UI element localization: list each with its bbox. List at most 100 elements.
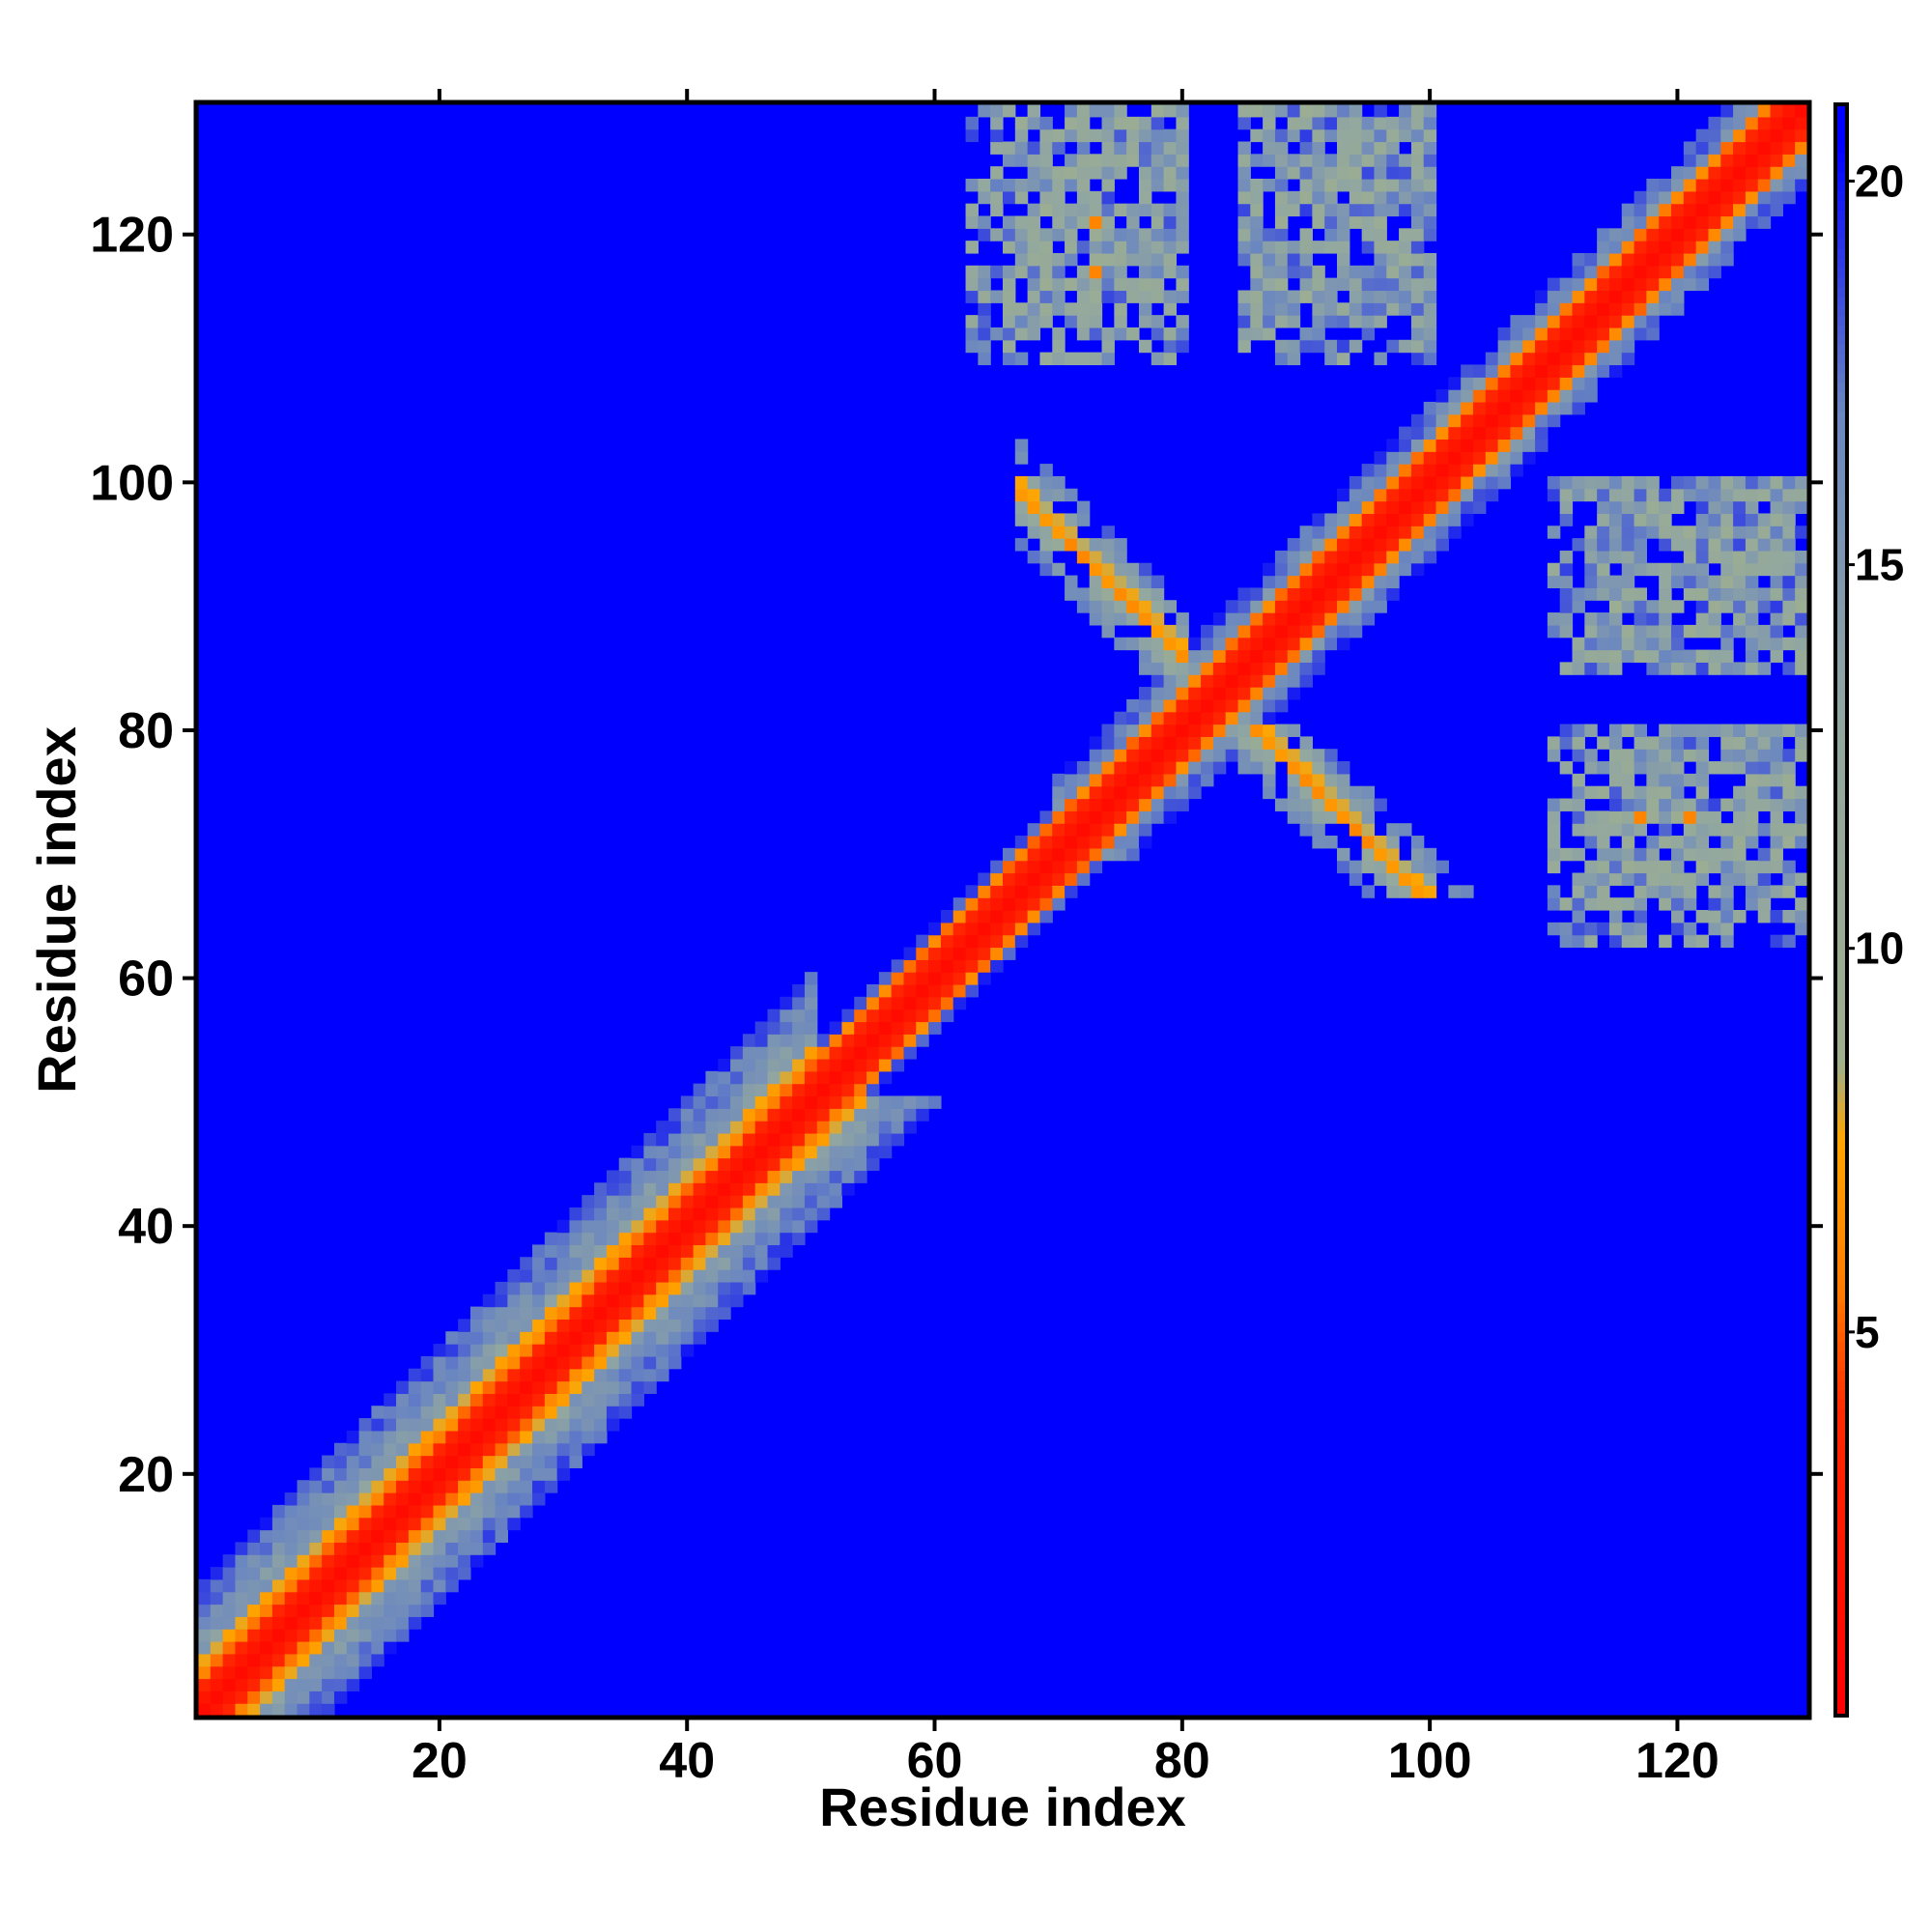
heatmap-cell [1770,116,1783,130]
heatmap-cell [1312,215,1325,229]
heatmap-cell [284,1554,298,1568]
heatmap-cell [309,1517,323,1531]
heatmap-cell [1695,587,1710,601]
heatmap-cell [1225,649,1239,663]
heatmap-cell [680,1108,695,1122]
heatmap-cell [754,1232,769,1246]
heatmap-cell [1634,810,1647,824]
heatmap-cell [260,1653,273,1667]
heatmap-cell [433,1430,446,1444]
heatmap-cell [1770,637,1783,651]
heatmap-cell [482,1529,497,1543]
heatmap-cell [792,1132,806,1147]
heatmap-cell [1708,847,1721,862]
heatmap-cell [1027,265,1041,279]
heatmap-cell [1076,203,1091,217]
heatmap-cell [903,1034,917,1047]
colorbar-segment [1835,132,1847,144]
heatmap-cell [1608,910,1623,923]
heatmap-cell [1188,637,1202,651]
heatmap-cell [1337,154,1350,167]
heatmap-cell [1337,339,1350,354]
heatmap-cell [680,1182,695,1196]
heatmap-cell [396,1480,410,1493]
heatmap-cell [371,1591,384,1605]
heatmap-cell [1621,513,1635,526]
heatmap-cell [1399,475,1412,490]
heatmap-cell [1621,538,1635,552]
heatmap-cell [1151,711,1165,725]
heatmap-cell [1733,575,1747,588]
heatmap-cell [1695,785,1710,800]
heatmap-cell [1101,104,1115,118]
heatmap-cell [1720,910,1734,923]
heatmap-cell [668,1157,682,1172]
heatmap-cell [1423,327,1437,341]
heatmap-cell [222,1591,237,1605]
heatmap-cell [1572,277,1585,292]
heatmap-cell [1163,810,1178,824]
heatmap-cell [1423,302,1437,316]
heatmap-cell [718,1281,731,1295]
heatmap-cell [1299,810,1313,824]
heatmap-cell [1695,600,1710,613]
colorbar-segment [1835,391,1847,403]
heatmap-cell [1621,847,1635,862]
heatmap-cell [1076,327,1091,341]
heatmap-cell [1671,290,1685,303]
heatmap-cell [656,1195,669,1208]
heatmap-cell [1720,178,1734,192]
heatmap-cell [1782,860,1796,874]
heatmap-cell [1337,116,1350,130]
heatmap-cell [816,1034,831,1047]
heatmap-cell [1745,761,1759,775]
colorbar-segment [1835,1687,1847,1697]
heatmap-cell [1720,154,1734,167]
heatmap-cell [333,1641,348,1655]
heatmap-cell [1349,475,1363,490]
heatmap-cell [1250,711,1264,725]
heatmap-cell [990,897,1004,911]
heatmap-cell [1572,538,1585,552]
heatmap-cell [1324,513,1338,526]
heatmap-cell [1410,872,1425,886]
heatmap-cell [1745,872,1759,886]
heatmap-cell [1770,847,1783,862]
heatmap-cell [384,1492,397,1506]
heatmap-cell [520,1331,533,1345]
heatmap-cell [965,265,979,279]
heatmap-cell [333,1517,348,1531]
heatmap-cell [594,1406,608,1419]
heatmap-cell [1559,377,1574,390]
heatmap-cell [469,1455,484,1468]
heatmap-cell [1151,128,1165,143]
heatmap-cell [1410,178,1425,192]
heatmap-cell [1386,339,1400,354]
heatmap-cell [1621,785,1635,800]
heatmap-cell [1263,724,1276,737]
colorbar-segment [1835,842,1847,854]
heatmap-cell [297,1591,310,1605]
heatmap-cell [1708,624,1721,639]
heatmap-cell [1621,836,1635,849]
heatmap-cell [1138,166,1152,180]
heatmap-cell [358,1467,373,1481]
heatmap-cell [1237,104,1251,118]
heatmap-cell [1299,600,1313,613]
heatmap-cell [1014,241,1029,254]
heatmap-cell [1510,315,1523,328]
colorbar-segment [1835,852,1847,863]
heatmap-cell [1126,116,1140,130]
heatmap-cell [1324,203,1338,217]
heatmap-cell [1671,922,1685,936]
heatmap-cell [582,1306,595,1321]
heatmap-cell [1163,241,1178,254]
heatmap-cell [1151,327,1165,341]
heatmap-cell [1733,526,1747,539]
heatmap-cell [1003,327,1016,341]
heatmap-cell [1659,773,1672,787]
heatmap-cell [322,1542,335,1555]
heatmap-cell [1597,339,1610,354]
heatmap-cell [384,1578,397,1593]
heatmap-cell [1014,302,1029,316]
